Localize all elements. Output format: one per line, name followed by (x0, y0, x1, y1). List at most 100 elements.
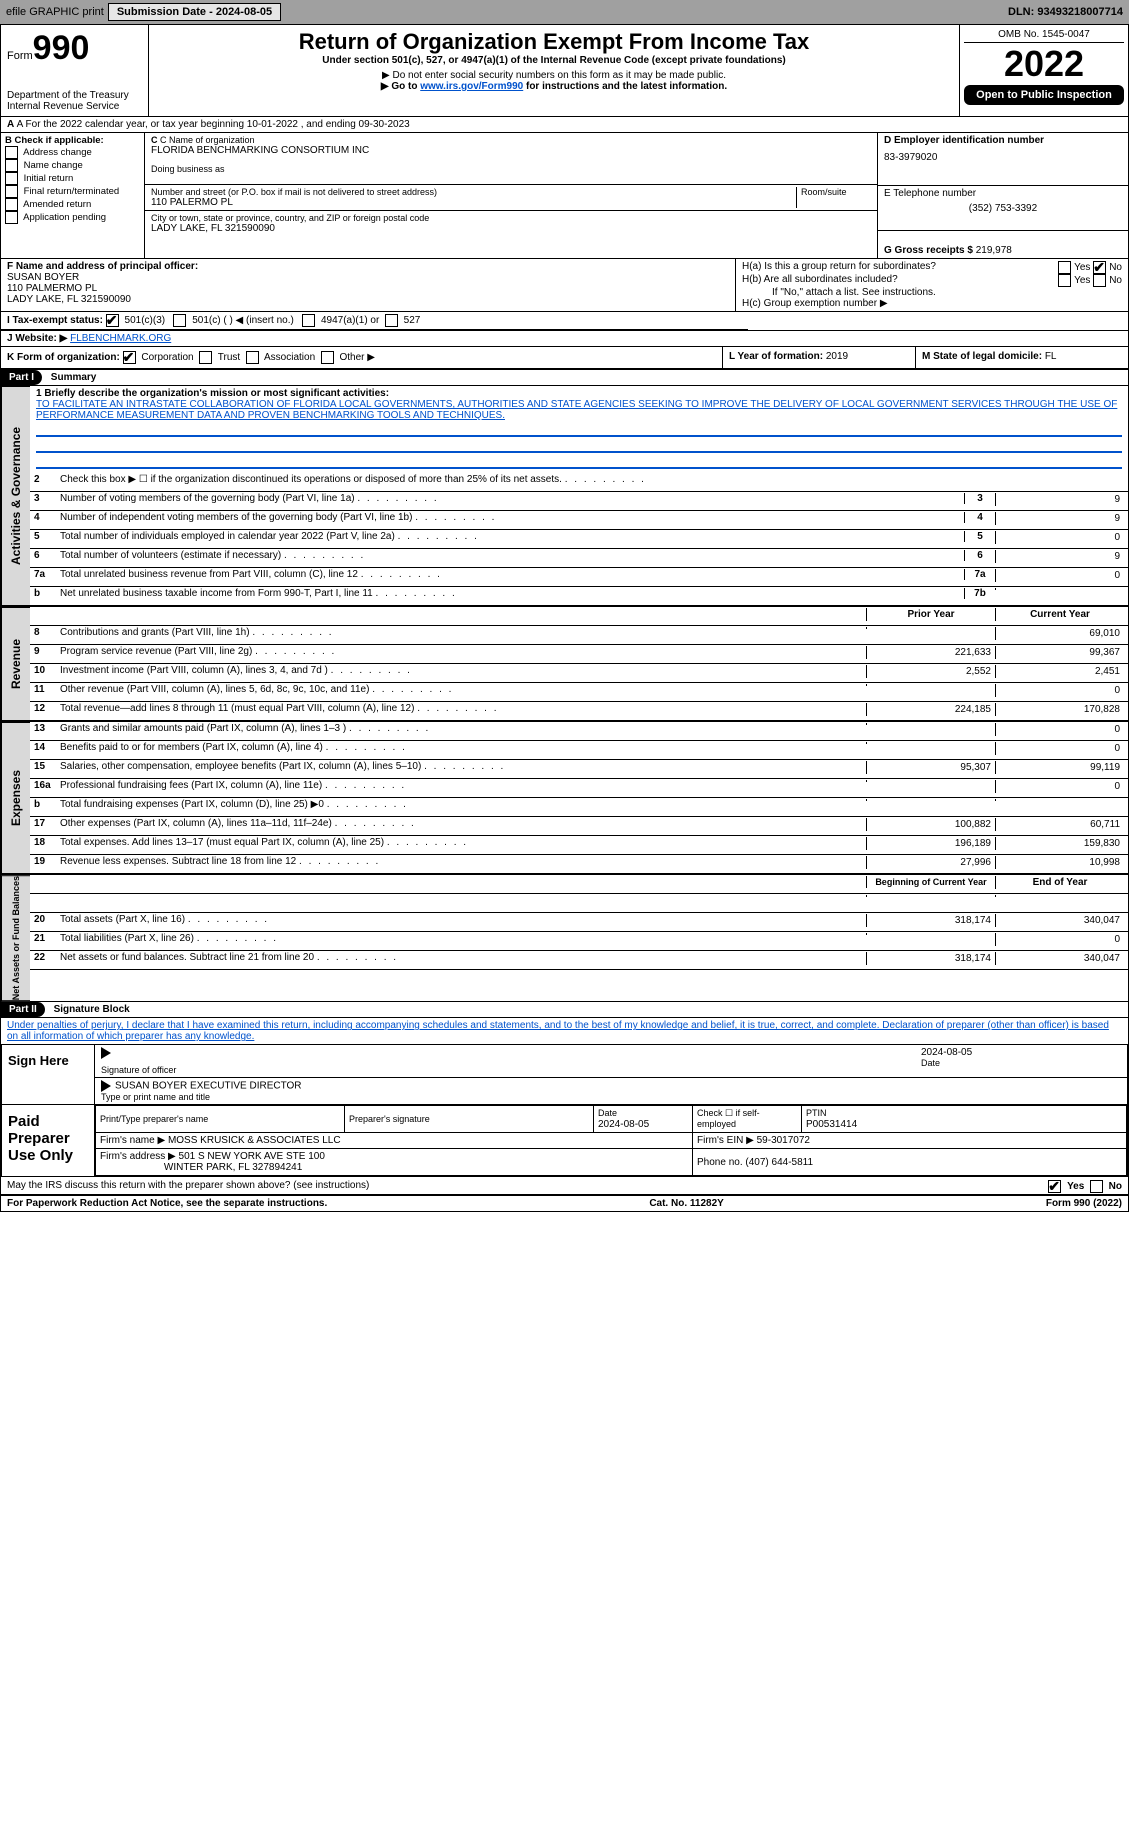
boxb-checkbox[interactable] (5, 172, 18, 185)
phone-value: (352) 753-3392 (884, 203, 1122, 214)
527-checkbox[interactable] (385, 314, 398, 327)
gov-line: 3Number of voting members of the governi… (30, 492, 1128, 511)
omb-number: OMB No. 1545-0047 (964, 29, 1124, 43)
4947-checkbox[interactable] (302, 314, 315, 327)
arrow-icon (101, 1047, 111, 1059)
discuss-yes-checkbox[interactable] (1048, 1180, 1061, 1193)
hb-no-checkbox[interactable] (1093, 274, 1106, 287)
yes-label: Yes (1074, 262, 1090, 273)
submission-date-button[interactable]: Submission Date - 2024-08-05 (108, 3, 281, 21)
footer-form: Form 990 (2022) (1046, 1198, 1122, 1209)
form-number: Form990 (7, 29, 142, 68)
data-line: 8Contributions and grants (Part VIII, li… (30, 626, 1128, 645)
row-j: J Website: ▶ FLBENCHMARK.ORG (1, 331, 1128, 347)
data-line: 16aProfessional fundraising fees (Part I… (30, 779, 1128, 798)
mission-text[interactable]: TO FACILITATE AN INTRASTATE COLLABORATIO… (36, 399, 1122, 421)
trust-label: Trust (218, 352, 240, 363)
501c3-checkbox[interactable] (106, 314, 119, 327)
boxb-checkbox[interactable] (5, 211, 18, 224)
ha-yes-checkbox[interactable] (1058, 261, 1071, 274)
mission-lead: 1 Briefly describe the organization's mi… (36, 388, 389, 399)
ha-no-checkbox[interactable] (1093, 261, 1106, 274)
box-l-label: L Year of formation: (729, 351, 826, 362)
data-line: 14Benefits paid to or for members (Part … (30, 741, 1128, 760)
box-hb: H(b) Are all subordinates included? (742, 274, 1058, 287)
box-g: G Gross receipts $ 219,978 (878, 231, 1128, 258)
firm-ein: 59-3017072 (757, 1135, 810, 1146)
other-checkbox[interactable] (321, 351, 334, 364)
box-b-heading: B Check if applicable: (5, 135, 104, 146)
sign-here-row: Sign Here Signature of officer 2024-08-0… (1, 1044, 1128, 1105)
org-name: FLORIDA BENCHMARKING CONSORTIUM INC (151, 145, 871, 156)
end-year-header: End of Year (995, 876, 1124, 889)
discuss-row: May the IRS discuss this return with the… (1, 1177, 1128, 1196)
boxb-checkbox[interactable] (5, 146, 18, 159)
discuss-no-checkbox[interactable] (1090, 1180, 1103, 1193)
paid-preparer-label: Paid Preparer Use Only (2, 1105, 95, 1176)
open-inspection-badge: Open to Public Inspection (964, 85, 1124, 105)
row-k-l-m: K Form of organization: Corporation Trus… (1, 347, 1128, 369)
boxb-checkbox[interactable] (5, 185, 18, 198)
irs-link[interactable]: www.irs.gov/Form990 (420, 81, 523, 92)
prior-year-header: Prior Year (866, 608, 995, 621)
ptin-label: PTIN (806, 1108, 827, 1118)
assoc-checkbox[interactable] (246, 351, 259, 364)
gov-line: 6Total number of volunteers (estimate if… (30, 549, 1128, 568)
ein-value: 83-3979020 (884, 152, 1122, 163)
data-line: 20Total assets (Part X, line 16) 318,174… (30, 913, 1128, 932)
other-label: Other ▶ (339, 352, 374, 363)
discuss-text: May the IRS discuss this return with the… (7, 1180, 369, 1191)
prep-name-label: Print/Type preparer's name (100, 1114, 208, 1124)
expenses-tab: Expenses (1, 722, 30, 874)
box-b: B Check if applicable: Address change Na… (1, 133, 145, 258)
prep-sig-label: Preparer's signature (349, 1114, 430, 1124)
box-h-note: If "No," attach a list. See instructions… (742, 287, 1122, 298)
no-label: No (1109, 262, 1122, 273)
data-line: 13Grants and similar amounts paid (Part … (30, 722, 1128, 741)
boxb-checkbox[interactable] (5, 159, 18, 172)
row-a-text: A For the 2022 calendar year, or tax yea… (17, 119, 410, 130)
governance-tab: Activities & Governance (1, 386, 30, 606)
hb-yes-checkbox[interactable] (1058, 274, 1071, 287)
corp-checkbox[interactable] (123, 351, 136, 364)
signature-declaration: Under penalties of perjury, I declare th… (1, 1018, 1128, 1044)
boxb-option: Amended return (5, 198, 140, 211)
current-year-header: Current Year (995, 608, 1124, 621)
website-link[interactable]: FLBENCHMARK.ORG (70, 333, 171, 344)
501c-checkbox[interactable] (173, 314, 186, 327)
part-ii-title: Signature Block (54, 1004, 130, 1015)
form-subtitle: Under section 501(c), 527, or 4947(a)(1)… (155, 55, 953, 66)
self-employed-label: Check ☐ if self-employed (697, 1108, 760, 1129)
section-b-to-g: B Check if applicable: Address change Na… (1, 133, 1128, 259)
501c-label: 501(c) ( ) ◀ (insert no.) (192, 315, 294, 326)
box-e: E Telephone number (352) 753-3392 (878, 186, 1128, 231)
box-m-label: M State of legal domicile: (922, 351, 1045, 362)
officer-addr1: 110 PALMERMO PL (7, 283, 729, 294)
box-c-city-row: City or town, state or province, country… (145, 211, 877, 236)
data-line: 11Other revenue (Part VIII, column (A), … (30, 683, 1128, 702)
footer: For Paperwork Reduction Act Notice, see … (1, 1196, 1128, 1211)
box-i-label: I Tax-exempt status: (7, 315, 103, 326)
data-line: 9Program service revenue (Part VIII, lin… (30, 645, 1128, 664)
street-label: Number and street (or P.O. box if mail i… (151, 187, 792, 197)
corp-label: Corporation (141, 352, 193, 363)
street-value: 110 PALERMO PL (151, 197, 792, 208)
box-e-label: E Telephone number (884, 188, 1122, 199)
phone-label: Phone no. (697, 1157, 743, 1168)
gov-line: 7aTotal unrelated business revenue from … (30, 568, 1128, 587)
trust-checkbox[interactable] (199, 351, 212, 364)
netassets-tab: Net Assets or Fund Balances (1, 875, 30, 1001)
gov-line: 2Check this box ▶ ☐ if the organization … (30, 473, 1128, 492)
boxb-option: Initial return (5, 172, 140, 185)
firm-ein-label: Firm's EIN ▶ (697, 1135, 754, 1146)
box-g-label: G Gross receipts $ (884, 245, 973, 256)
firm-phone: (407) 644-5811 (745, 1157, 813, 1168)
city-label: City or town, state or province, country… (151, 213, 871, 223)
state-domicile: FL (1045, 351, 1057, 362)
part-i-label: Part I (1, 370, 42, 385)
paid-preparer-row: Paid Preparer Use Only Print/Type prepar… (1, 1105, 1128, 1177)
form-title: Return of Organization Exempt From Incom… (155, 29, 953, 55)
boxb-checkbox[interactable] (5, 198, 18, 211)
part-ii-bar: Part II Signature Block (1, 1001, 1128, 1018)
data-line: 19Revenue less expenses. Subtract line 1… (30, 855, 1128, 874)
